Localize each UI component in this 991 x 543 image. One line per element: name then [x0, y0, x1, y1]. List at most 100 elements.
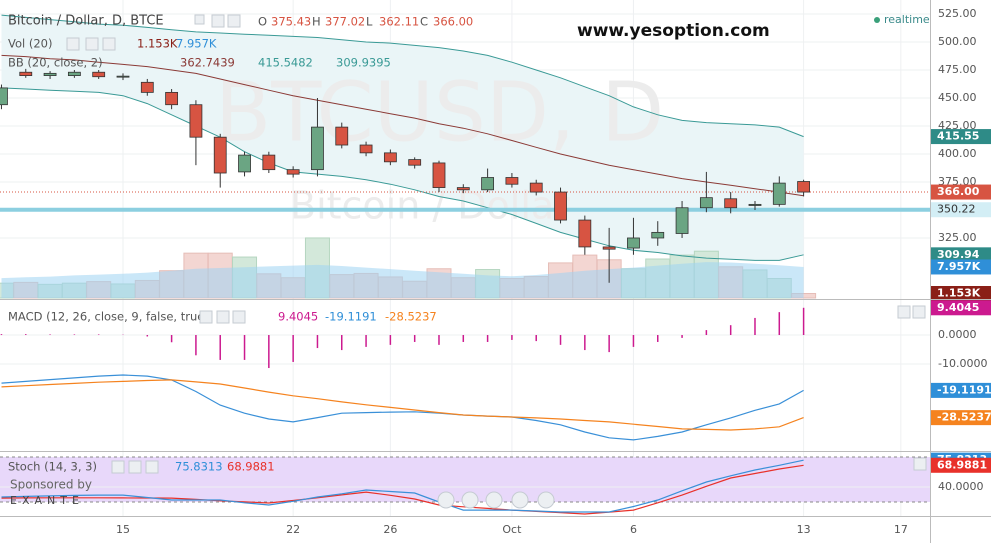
y-tick-label: 450.00	[938, 91, 977, 104]
price-badge-label: 9.4045	[937, 301, 979, 314]
candle-body	[213, 136, 227, 174]
ohlc-key: O	[258, 15, 267, 29]
y-tick-label: 525.00	[938, 7, 977, 20]
x-tick-label: 26	[383, 523, 397, 536]
candle-body	[481, 177, 495, 191]
icon[interactable]	[199, 310, 213, 324]
macd-value: -19.1191	[325, 310, 377, 324]
bollinger-value: 309.9395	[336, 56, 391, 70]
price-badge-label: 68.9881	[937, 458, 987, 471]
macd-line	[1, 374, 804, 441]
y-tick-label: 400.00	[938, 147, 977, 160]
y-tick-label: 475.00	[938, 63, 977, 76]
x-tick-label: 13	[797, 523, 811, 536]
stoch-d-line	[1, 464, 804, 515]
y-tick-label: -10.0000	[938, 357, 987, 370]
icon[interactable]	[128, 460, 142, 474]
icon[interactable]	[145, 460, 159, 474]
y-tick-label: 0.0000	[938, 328, 977, 341]
y-tick-label: 325.00	[938, 231, 977, 244]
icon[interactable]	[912, 305, 926, 319]
icon[interactable]	[194, 14, 205, 25]
price-badge	[931, 184, 991, 200]
candle-body	[578, 219, 592, 248]
icon[interactable]	[227, 14, 241, 28]
zoom-button[interactable]	[461, 491, 479, 509]
candle-body	[359, 144, 373, 154]
price-badge	[931, 129, 991, 145]
candle-body	[67, 71, 81, 76]
candle-body	[772, 182, 786, 205]
icon[interactable]	[897, 305, 911, 319]
price-badge-label: 415.55	[937, 130, 979, 143]
icon[interactable]	[216, 310, 230, 324]
bollinger-fill	[1, 15, 804, 261]
candle-body	[797, 181, 811, 193]
price-badge-label: 1.153K	[937, 287, 981, 300]
price-badge	[931, 259, 991, 275]
candle-body	[505, 177, 519, 185]
candle-body	[554, 191, 567, 221]
ohlc-key: L	[366, 15, 373, 29]
y-tick-label: 425.00	[938, 119, 977, 132]
price-badge-label: 350.22	[937, 203, 976, 216]
x-tick-label: Oct	[502, 523, 522, 536]
ohlc-value: 377.02	[325, 15, 365, 29]
x-tick-label: 6	[630, 523, 637, 536]
sponsor-name: EXANTE	[10, 494, 84, 507]
icon[interactable]	[211, 14, 225, 28]
site-label: www.yesoption.com	[577, 21, 770, 41]
candle-body	[116, 75, 130, 78]
signal-line	[1, 379, 804, 431]
bollinger-lower	[1, 87, 804, 261]
bollinger-title: BB (20, close, 2)	[8, 56, 103, 70]
candle-body	[675, 207, 689, 234]
zoom-button[interactable]	[537, 491, 555, 509]
volume-title: Vol (20)	[8, 37, 52, 51]
ohlc-key: H	[312, 15, 321, 29]
watermark-sub: Bitcoin / Dollar	[290, 184, 570, 228]
price-badge	[931, 382, 991, 398]
candle-body	[724, 198, 738, 209]
zoom-button[interactable]	[511, 491, 529, 509]
candle-body	[408, 159, 422, 166]
icon[interactable]	[102, 37, 116, 51]
candle-body	[748, 203, 762, 206]
volume-ma-value: 7.957K	[176, 37, 217, 51]
candle-body	[651, 231, 665, 239]
candle-body	[456, 187, 470, 191]
price-badge-label: -28.5237	[937, 411, 991, 424]
stoch-title: Stoch (14, 3, 3)	[8, 460, 97, 474]
ohlc-key: C	[420, 15, 428, 29]
candle-body	[189, 104, 203, 138]
price-badge	[931, 247, 991, 263]
under-layer	[0, 0, 930, 516]
icon[interactable]	[85, 37, 99, 51]
stoch-value: 68.9881	[227, 460, 275, 474]
zoom-button[interactable]	[437, 491, 455, 509]
bollinger-upper	[1, 14, 804, 138]
x-tick-label: 15	[116, 523, 130, 536]
icon[interactable]	[913, 457, 927, 471]
candle-body	[383, 152, 397, 163]
status-dot	[874, 17, 880, 23]
candle-body	[311, 126, 324, 171]
price-badge	[931, 202, 991, 218]
plot-layer: 325.00350.00375.00400.00425.00450.00475.…	[0, 7, 991, 536]
candle-body	[43, 72, 57, 76]
icon[interactable]	[232, 310, 246, 324]
ohlc-value: 362.11	[379, 15, 419, 29]
zoom-button[interactable]	[485, 491, 503, 509]
x-tick-label: 22	[286, 523, 300, 536]
candle-body	[627, 237, 640, 249]
bollinger-value: 362.7439	[180, 56, 235, 70]
icon[interactable]	[111, 460, 125, 474]
y-tick-label: 40.0000	[938, 480, 984, 493]
volume-ma-area	[1, 262, 804, 298]
icon[interactable]	[66, 37, 80, 51]
status-label: realtime	[884, 13, 930, 26]
watermark: BTCUSD, D	[215, 65, 664, 160]
symbol-title: Bitcoin / Dollar, D, BTCE	[8, 14, 164, 29]
